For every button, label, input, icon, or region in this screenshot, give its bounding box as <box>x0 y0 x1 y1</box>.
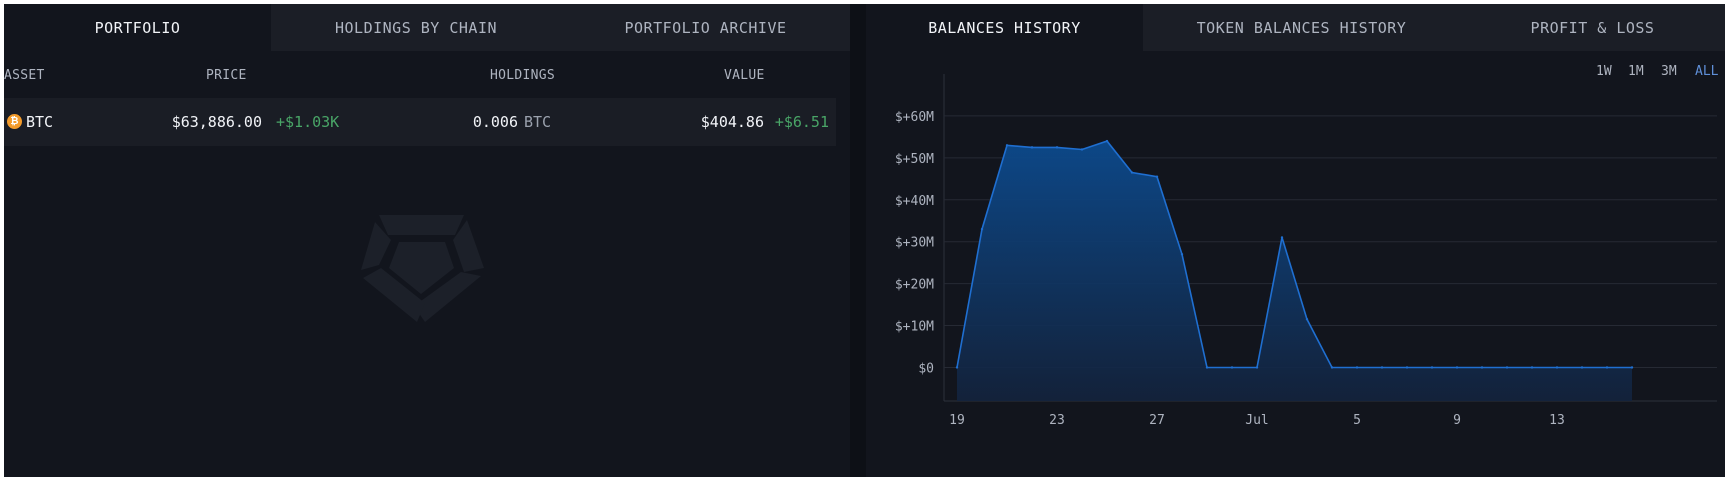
value-change: +$6.51 <box>774 113 829 131</box>
table-row[interactable]: ₿ BTC $63,886.00 +$1.03K 0.006 BTC $404.… <box>4 98 836 146</box>
data-point <box>1480 366 1484 369</box>
data-point <box>1030 146 1034 149</box>
data-point <box>1280 236 1284 239</box>
column-header-value[interactable]: VALUE <box>724 68 765 83</box>
data-point <box>1630 366 1634 369</box>
x-tick-label: 27 <box>1149 413 1165 428</box>
column-header-holdings[interactable]: HOLDINGS <box>490 68 556 83</box>
data-point <box>1155 175 1159 178</box>
y-tick-label: $0 <box>918 361 934 376</box>
balances-tabs: BALANCES HISTORY TOKEN BALANCES HISTORY … <box>866 4 1725 51</box>
data-point <box>980 227 984 231</box>
x-tick-label: 9 <box>1453 413 1461 428</box>
balance-area <box>957 141 1632 401</box>
data-point <box>1605 366 1609 369</box>
x-tick-label: 19 <box>949 413 965 428</box>
data-point <box>1580 366 1584 369</box>
tab-profit-and-loss[interactable]: PROFIT & LOSS <box>1530 18 1655 37</box>
data-point <box>1180 253 1184 256</box>
asset-value: $404.86 <box>700 113 764 131</box>
data-point <box>1530 366 1534 369</box>
x-tick-label: 23 <box>1049 413 1065 428</box>
balances-history-chart[interactable]: $0 $+10M $+20M $+30M $+40M $+50M $+60M 19 23 27 J… <box>866 74 1725 477</box>
range-1m-button[interactable]: 1M <box>1628 64 1644 79</box>
tab-token-balances-history[interactable]: TOKEN BALANCES HISTORY <box>1196 18 1407 37</box>
y-tick-label: $+50M <box>895 152 934 167</box>
data-point <box>1505 366 1509 369</box>
column-header-price[interactable]: PRICE <box>206 68 247 83</box>
tab-holdings-by-chain[interactable]: HOLDINGS BY CHAIN <box>334 18 498 37</box>
data-point <box>1330 366 1334 369</box>
y-tick-label: $+20M <box>895 278 934 293</box>
y-tick-label: $+10M <box>895 320 934 335</box>
asset-symbol[interactable]: BTC <box>26 113 54 131</box>
data-point <box>1105 139 1109 143</box>
portfolio-tabs: PORTFOLIO HOLDINGS BY CHAIN PORTFOLIO AR… <box>4 4 850 51</box>
price-change: +$1.03K <box>276 113 340 131</box>
x-tick-label: 5 <box>1353 413 1361 428</box>
bitcoin-icon: ₿ <box>7 114 22 129</box>
x-tick-label: Jul <box>1245 413 1268 428</box>
y-tick-label: $+60M <box>895 110 934 125</box>
portfolio-panel: PORTFOLIO HOLDINGS BY CHAIN PORTFOLIO AR… <box>4 4 850 477</box>
holdings-amount: 0.006 <box>472 113 518 131</box>
balances-panel: BALANCES HISTORY TOKEN BALANCES HISTORY … <box>866 4 1725 477</box>
arkham-logo-icon <box>361 215 484 322</box>
data-point <box>1080 148 1084 151</box>
data-point <box>1380 366 1384 369</box>
data-point <box>1555 366 1559 369</box>
data-point <box>1130 171 1134 174</box>
tab-balances-history[interactable]: BALANCES HISTORY <box>866 4 1143 51</box>
data-point <box>1255 366 1259 369</box>
y-tick-label: $+30M <box>895 236 934 251</box>
balance-line <box>956 140 1632 369</box>
data-point <box>1305 318 1309 321</box>
app-frame: PORTFOLIO HOLDINGS BY CHAIN PORTFOLIO AR… <box>4 4 1725 477</box>
data-point <box>955 366 959 369</box>
data-point <box>1405 366 1409 369</box>
data-point <box>1005 144 1009 147</box>
range-3m-button[interactable]: 3M <box>1661 64 1677 79</box>
range-1w-button[interactable]: 1W <box>1596 64 1612 79</box>
data-point <box>1455 366 1459 369</box>
holdings-unit: BTC <box>524 113 552 131</box>
y-tick-label: $+40M <box>895 194 934 209</box>
data-point <box>1055 146 1059 149</box>
data-point <box>1230 366 1234 369</box>
data-point <box>1205 366 1209 369</box>
tab-portfolio-archive[interactable]: PORTFOLIO ARCHIVE <box>624 18 787 37</box>
x-tick-label: 13 <box>1549 413 1565 428</box>
tab-portfolio[interactable]: PORTFOLIO <box>4 4 271 51</box>
range-all-button[interactable]: ALL <box>1695 64 1719 79</box>
column-header-asset[interactable]: ASSET <box>4 68 45 83</box>
asset-price: $63,886.00 <box>171 113 262 131</box>
data-point <box>1430 366 1434 369</box>
data-point <box>1355 366 1359 369</box>
